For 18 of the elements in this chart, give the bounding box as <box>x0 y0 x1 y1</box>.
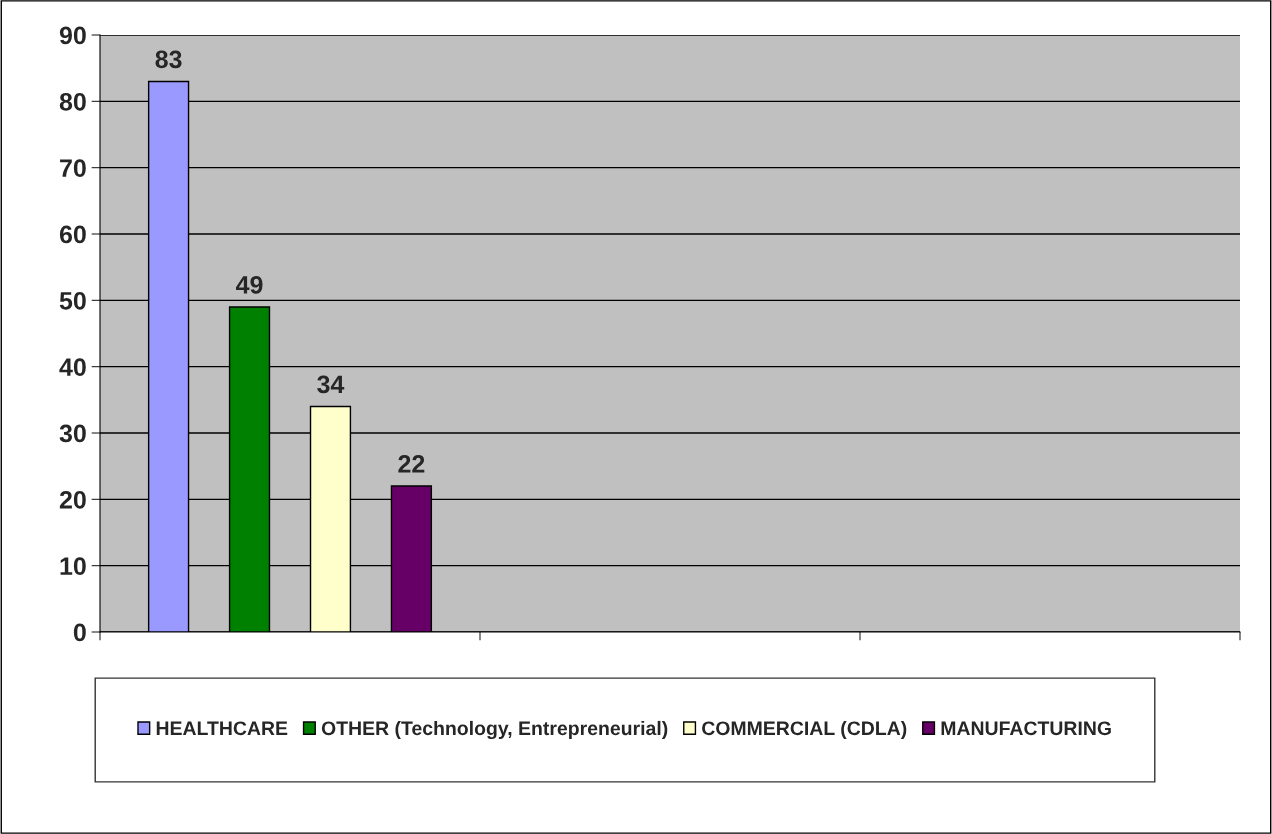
legend-label: OTHER (Technology, Entrepreneurial) <box>321 720 668 740</box>
data-label: 22 <box>398 455 425 473</box>
legend-label: COMMERCIAL (CDLA) <box>702 720 907 740</box>
data-label: 34 <box>317 375 345 394</box>
y-tick-label: 80 <box>59 92 86 111</box>
y-tick-label: 0 <box>73 623 86 642</box>
y-tick-label: 70 <box>60 159 86 177</box>
y-tick-label: 20 <box>59 490 86 509</box>
y-tick-label: 30 <box>59 424 86 443</box>
y-tick-label: 50 <box>59 291 86 310</box>
data-label: 83 <box>155 50 182 69</box>
y-tick-label: 10 <box>60 557 86 575</box>
legend-label: MANUFACTURING <box>941 721 1111 736</box>
legend-label: HEALTHCARE <box>156 721 288 736</box>
y-tick-label: 60 <box>59 225 86 244</box>
y-tick-label: 40 <box>59 358 86 376</box>
y-tick-label: 90 <box>59 26 86 45</box>
data-label: 49 <box>236 275 263 294</box>
